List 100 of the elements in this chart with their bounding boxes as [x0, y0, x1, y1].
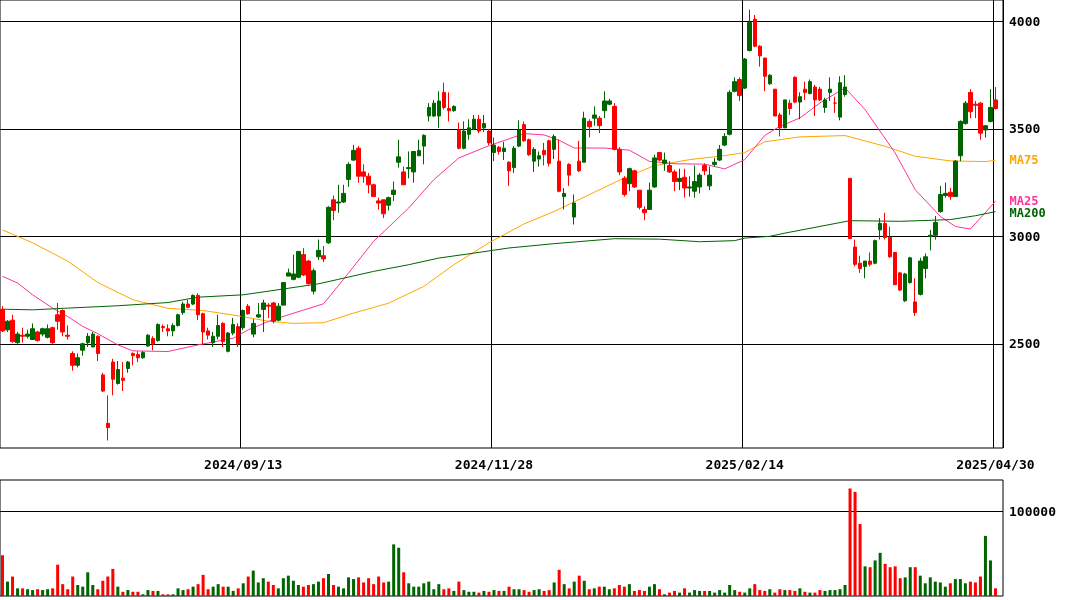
bar [111, 568, 115, 596]
bar [903, 577, 907, 596]
bar [106, 576, 110, 596]
y-tick-label: 3500 [1009, 121, 1041, 137]
bar [251, 570, 255, 596]
bar [437, 584, 441, 596]
bar [562, 584, 566, 596]
bar [136, 591, 140, 596]
bar [101, 580, 105, 596]
candlestick [512, 145, 516, 174]
line-series [2, 87, 996, 353]
bar [983, 535, 987, 596]
candlestick [396, 139, 401, 169]
y-tick-label: 100000 [1009, 503, 1057, 519]
bar [803, 591, 807, 596]
candlestick [10, 314, 15, 344]
candlestick [722, 132, 727, 147]
candlestick [878, 217, 882, 241]
bar [61, 584, 65, 596]
bar [848, 488, 852, 596]
bar [968, 581, 972, 596]
bar [793, 590, 797, 596]
candlestick [75, 352, 80, 368]
bar [813, 592, 817, 596]
bar [151, 590, 155, 596]
candlestick [953, 159, 958, 198]
bar [502, 590, 506, 596]
bar [733, 590, 737, 596]
candlestick [15, 331, 20, 345]
bar [402, 572, 406, 596]
candlestick [582, 111, 586, 163]
bar [417, 586, 421, 596]
bar [146, 590, 150, 596]
bar [918, 575, 922, 596]
bar [532, 590, 536, 596]
x-tick-label: 2024/09/13 [204, 457, 283, 472]
candlestick [401, 166, 406, 186]
bar [858, 524, 862, 596]
bar [637, 590, 641, 596]
series-label: MA75 [1009, 153, 1039, 168]
candlestick [747, 9, 752, 53]
bar [497, 590, 501, 596]
candlestick [276, 302, 281, 322]
bar [281, 578, 285, 596]
bar [587, 589, 591, 596]
candlestick [647, 182, 652, 210]
candlestick [597, 115, 602, 134]
y-tick-label: 3000 [1009, 228, 1041, 244]
bar [241, 583, 245, 596]
bar [211, 586, 215, 596]
bar [221, 586, 225, 596]
candlestick [632, 169, 637, 189]
bar [296, 584, 300, 596]
bar [56, 564, 60, 596]
bar [607, 589, 611, 596]
candlestick [141, 350, 145, 360]
candlestick [983, 125, 988, 139]
candlestick [848, 177, 852, 239]
bar [86, 572, 90, 596]
candlestick [346, 161, 351, 188]
bar [953, 579, 957, 596]
bar [507, 586, 511, 596]
candlestick [768, 73, 772, 86]
candlestick [592, 105, 597, 127]
candlestick [783, 99, 787, 129]
candlestick [20, 327, 25, 344]
bar [246, 576, 250, 596]
bar [21, 588, 25, 596]
bar [948, 583, 952, 596]
bar [477, 592, 481, 596]
candlestick [386, 196, 391, 212]
bar [6, 581, 10, 596]
candlestick [70, 350, 75, 372]
candlestick [763, 57, 767, 92]
bar [231, 590, 235, 596]
candlestick [637, 189, 642, 210]
candlestick [828, 76, 832, 102]
bar [698, 590, 702, 596]
bar [592, 588, 596, 596]
candlestick [477, 114, 481, 134]
bar [678, 592, 682, 596]
bar [552, 582, 556, 596]
candlestick [823, 97, 827, 114]
bar [582, 580, 586, 596]
candlestick [447, 91, 451, 122]
candlestick [251, 318, 256, 338]
bar [963, 583, 967, 596]
bar [818, 590, 822, 596]
bar [447, 588, 451, 596]
candlestick [863, 260, 867, 279]
bar [572, 581, 576, 596]
bar [31, 590, 35, 596]
bar [647, 586, 651, 596]
bar [316, 581, 320, 596]
candlestick [311, 268, 316, 295]
bar [66, 589, 70, 596]
bar [196, 584, 200, 596]
candlestick [742, 57, 747, 90]
bar [467, 591, 471, 596]
bar [943, 586, 947, 596]
